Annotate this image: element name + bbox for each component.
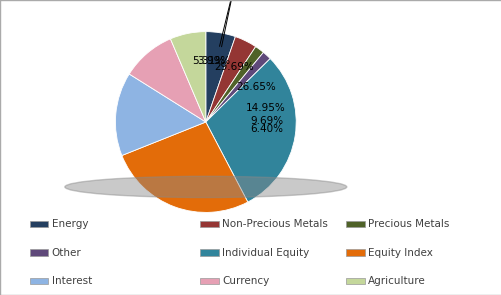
Text: Energy: Energy	[52, 219, 88, 229]
Text: 9.69%: 9.69%	[250, 116, 283, 126]
FancyBboxPatch shape	[346, 250, 364, 255]
Wedge shape	[205, 32, 235, 122]
Wedge shape	[115, 74, 205, 155]
FancyBboxPatch shape	[30, 250, 48, 255]
Text: 3.99%: 3.99%	[197, 56, 230, 66]
Wedge shape	[129, 39, 205, 122]
Text: Precious Metals: Precious Metals	[368, 219, 449, 229]
Text: Other: Other	[52, 248, 81, 258]
FancyBboxPatch shape	[200, 278, 218, 284]
Ellipse shape	[65, 176, 346, 198]
Text: Agriculture: Agriculture	[368, 276, 425, 286]
Text: 1.62%: 1.62%	[219, 0, 249, 47]
Wedge shape	[170, 32, 205, 122]
Text: Interest: Interest	[52, 276, 92, 286]
FancyBboxPatch shape	[346, 221, 364, 227]
Text: 26.65%: 26.65%	[236, 82, 276, 92]
FancyBboxPatch shape	[346, 278, 364, 284]
FancyBboxPatch shape	[30, 221, 48, 227]
Text: 6.40%: 6.40%	[250, 124, 283, 134]
Text: Equity Index: Equity Index	[368, 248, 432, 258]
Text: Individual Equity: Individual Equity	[222, 248, 309, 258]
Wedge shape	[122, 122, 247, 212]
Text: 14.95%: 14.95%	[245, 103, 285, 113]
Text: 1.70%: 1.70%	[217, 0, 248, 46]
FancyBboxPatch shape	[200, 250, 218, 255]
Text: 5.31%: 5.31%	[192, 56, 225, 65]
Text: Currency: Currency	[222, 276, 269, 286]
Text: Non-Precious Metals: Non-Precious Metals	[222, 219, 328, 229]
FancyBboxPatch shape	[30, 278, 48, 284]
FancyBboxPatch shape	[200, 221, 218, 227]
Wedge shape	[205, 53, 270, 122]
Wedge shape	[205, 59, 296, 202]
Wedge shape	[205, 37, 255, 122]
Wedge shape	[205, 47, 263, 122]
Text: 29.69%: 29.69%	[214, 63, 254, 73]
